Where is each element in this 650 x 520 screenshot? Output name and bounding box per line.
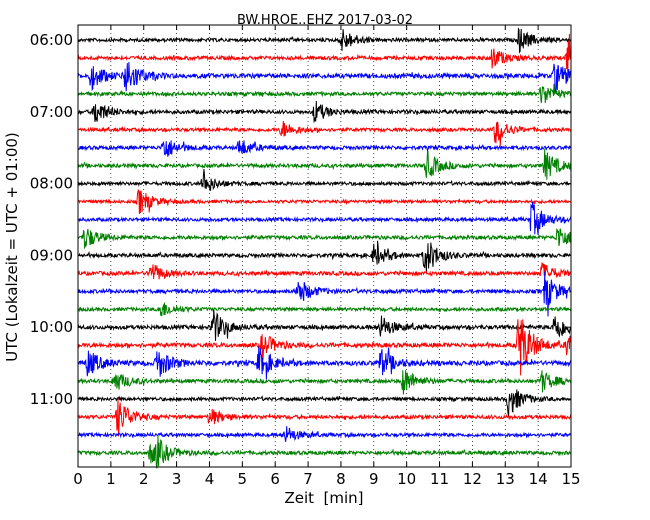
seismic-trace-0915 xyxy=(77,262,572,280)
seismic-trace-0845 xyxy=(77,227,572,250)
seismic-trace-0900 xyxy=(77,240,572,274)
plot-border xyxy=(77,24,572,468)
x-tick-label: 4 xyxy=(205,470,215,488)
x-tick-label: 1 xyxy=(106,470,116,488)
seismic-trace-0945 xyxy=(77,302,572,317)
seismic-trace-1115 xyxy=(77,397,572,437)
seismic-trace-0600 xyxy=(77,27,572,54)
seismic-trace-1000 xyxy=(77,310,572,341)
x-tick-label: 12 xyxy=(463,470,482,488)
x-tick-label: 15 xyxy=(561,470,580,488)
y-tick-label: 07:00 xyxy=(30,103,73,121)
x-tick-label: 3 xyxy=(172,470,182,488)
plot-area xyxy=(77,24,572,469)
plot-frame xyxy=(78,25,571,467)
x-tick-label: 10 xyxy=(397,470,416,488)
seismic-trace-0645 xyxy=(77,83,572,104)
seismic-trace-0745 xyxy=(77,148,572,180)
x-tick-label: 13 xyxy=(496,470,515,488)
x-axis-ticks: 0 1 2 3 4 5 6 7 8 9 10 11 12 13 14 15 xyxy=(73,25,581,488)
x-tick-label: 8 xyxy=(336,470,346,488)
seismic-trace-1100 xyxy=(77,389,572,417)
x-tick-label: 9 xyxy=(369,470,379,488)
seismic-traces xyxy=(77,27,572,469)
seismic-trace-1130 xyxy=(77,426,572,442)
y-tick-label: 11:00 xyxy=(30,390,73,408)
seismic-trace-0800 xyxy=(77,169,572,191)
chart-title: BW.HROE..EHZ 2017-03-02 xyxy=(237,13,413,28)
y-tick-label: 09:00 xyxy=(30,246,73,264)
x-tick-label: 0 xyxy=(73,470,83,488)
seismic-trace-0700 xyxy=(77,100,572,124)
grid-lines xyxy=(110,25,539,467)
seismic-trace-0815 xyxy=(77,189,572,215)
x-tick-label: 11 xyxy=(430,470,449,488)
x-tick-label: 14 xyxy=(529,470,548,488)
x-tick-label: 2 xyxy=(139,470,149,488)
seismic-trace-0930 xyxy=(77,271,572,317)
y-axis-label: UTC (Lokalzeit = UTC + 01:00) xyxy=(3,132,21,362)
x-tick-label: 5 xyxy=(238,470,248,488)
seismic-trace-0615 xyxy=(77,33,572,78)
y-tick-label: 10:00 xyxy=(30,318,73,336)
seismic-trace-1145 xyxy=(77,435,572,469)
y-tick-label: 08:00 xyxy=(30,175,73,193)
seismic-trace-0715 xyxy=(77,121,572,147)
x-tick-label: 6 xyxy=(270,470,280,488)
seismic-trace-1015 xyxy=(77,319,572,376)
x-axis-label: Zeit [min] xyxy=(284,489,363,507)
y-axis-ticks: 06:00 07:00 08:00 09:00 10:00 11:00 xyxy=(30,31,571,408)
seismic-trace-1030 xyxy=(77,346,572,380)
x-tick-label: 7 xyxy=(303,470,313,488)
seismic-trace-1045 xyxy=(77,370,572,395)
seismic-trace-0630 xyxy=(77,61,572,94)
y-tick-label: 06:00 xyxy=(30,31,73,49)
seismic-trace-0830 xyxy=(77,201,572,236)
seismic-trace-0730 xyxy=(77,140,572,157)
